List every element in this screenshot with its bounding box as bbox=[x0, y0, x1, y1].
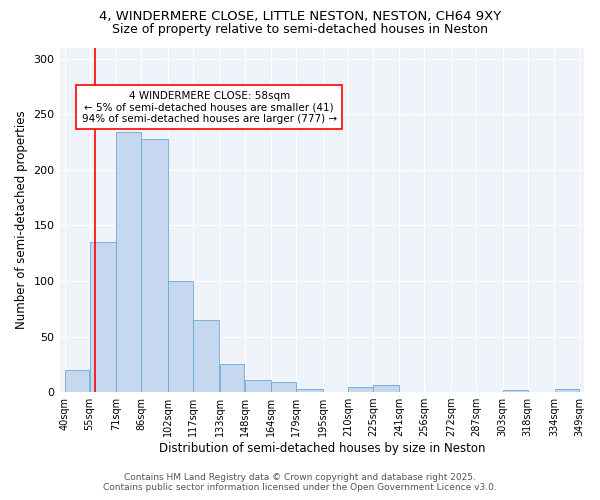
Text: 4, WINDERMERE CLOSE, LITTLE NESTON, NESTON, CH64 9XY: 4, WINDERMERE CLOSE, LITTLE NESTON, NEST… bbox=[99, 10, 501, 23]
Bar bbox=[348, 386, 373, 392]
Bar bbox=[271, 382, 296, 392]
Text: Contains HM Land Registry data © Crown copyright and database right 2025.
Contai: Contains HM Land Registry data © Crown c… bbox=[103, 473, 497, 492]
Bar bbox=[296, 388, 323, 392]
Bar bbox=[503, 390, 527, 392]
Bar bbox=[168, 281, 193, 392]
X-axis label: Distribution of semi-detached houses by size in Neston: Distribution of semi-detached houses by … bbox=[159, 442, 485, 455]
Bar bbox=[116, 132, 141, 392]
Bar bbox=[373, 386, 399, 392]
Bar bbox=[554, 388, 579, 392]
Bar bbox=[142, 138, 167, 392]
Bar bbox=[220, 364, 244, 392]
Bar bbox=[193, 320, 219, 392]
Bar bbox=[90, 242, 116, 392]
Text: 4 WINDERMERE CLOSE: 58sqm
← 5% of semi-detached houses are smaller (41)
94% of s: 4 WINDERMERE CLOSE: 58sqm ← 5% of semi-d… bbox=[82, 90, 337, 124]
Y-axis label: Number of semi-detached properties: Number of semi-detached properties bbox=[15, 110, 28, 329]
Text: Size of property relative to semi-detached houses in Neston: Size of property relative to semi-detach… bbox=[112, 22, 488, 36]
Bar bbox=[245, 380, 271, 392]
Bar bbox=[65, 370, 89, 392]
